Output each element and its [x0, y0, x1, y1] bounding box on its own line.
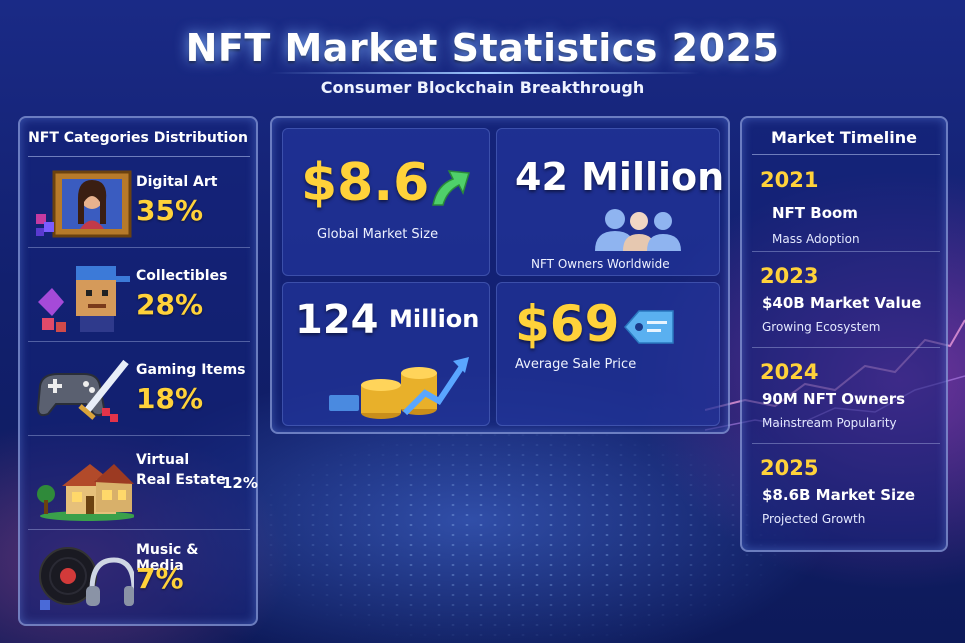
timeline-event: 2025 $8.6B Market Size Projected Growth: [752, 444, 940, 540]
house-icon: [37, 464, 134, 521]
category-gaming-items: Gaming Items 18%: [28, 348, 250, 436]
timeline-event: 2024 90M NFT Owners Mainstream Popularit…: [752, 348, 940, 444]
page-subtitle: Consumer Blockchain Breakthrough: [320, 78, 645, 97]
category-percent: 12%: [222, 474, 258, 492]
transactions-value: 124: [295, 297, 379, 343]
price-tag-icon: [624, 310, 674, 344]
category-music-media: Music & Media 7%: [28, 532, 250, 620]
market-size-value: $8.6: [301, 153, 430, 213]
stats-panel: $8.6 Global Market Size 42 Million NFT O…: [270, 116, 730, 434]
stat-average-price: $69 Average Sale Price: [496, 282, 720, 426]
users-icon: [595, 209, 681, 251]
category-percent: 7%: [136, 562, 184, 595]
category-percent: 18%: [136, 382, 204, 415]
stat-owners: 42 Million NFT Owners Worldwide: [496, 128, 724, 276]
timeline-panel: Market Timeline 2021 NFT Boom Mass Adopt…: [740, 116, 948, 552]
timeline-event: 2023 $40B Market Value Growing Ecosystem: [752, 252, 940, 348]
owners-value: 42 Million: [515, 155, 725, 199]
event-headline: 90M NFT Owners: [762, 390, 906, 408]
category-digital-art: Digital Art 35%: [28, 160, 250, 248]
timeline-title: Market Timeline: [770, 128, 918, 147]
dotted-wave-decoration: [250, 430, 780, 643]
category-label: Digital Art: [136, 174, 218, 190]
category-label: Collectibles: [136, 268, 228, 284]
event-headline: $40B Market Value: [762, 294, 922, 312]
gamepad-sword-icon: [36, 359, 129, 422]
event-headline: NFT Boom: [772, 204, 858, 222]
category-virtual-real-estate: Virtual Real Estate 12%: [28, 442, 258, 530]
category-label: Gaming Items: [136, 362, 246, 378]
event-detail: Mass Adoption: [772, 232, 860, 246]
vinyl-headphones-icon: [39, 547, 134, 610]
timeline-event: 2021 NFT Boom Mass Adoption: [752, 156, 940, 252]
average-price-value: $69: [515, 295, 620, 353]
stat-market-size: $8.6 Global Market Size: [282, 128, 490, 276]
category-collectibles: Collectibles 28%: [28, 254, 250, 342]
page-title: NFT Market Statistics 2025: [185, 26, 780, 70]
event-detail: Projected Growth: [762, 512, 866, 526]
category-label: Virtual: [136, 452, 190, 468]
market-size-caption: Global Market Size: [317, 227, 439, 242]
average-price-caption: Average Sale Price: [515, 357, 637, 372]
category-percent: 35%: [136, 194, 204, 227]
stat-transactions: 124 Million: [282, 282, 490, 426]
categories-panel: NFT Categories Distribution Digital Art …: [18, 116, 258, 626]
event-year: 2023: [760, 264, 819, 288]
owners-caption: NFT Owners Worldwide: [531, 257, 670, 271]
category-percent: 28%: [136, 288, 204, 321]
event-detail: Growing Ecosystem: [762, 320, 881, 334]
category-label: Music & Media: [136, 542, 199, 574]
pixel-avatar-icon: [38, 266, 130, 332]
event-headline: $8.6B Market Size: [762, 486, 916, 504]
title-underline: [270, 72, 700, 74]
coins-chart-icon: [329, 357, 469, 419]
event-year: 2024: [760, 360, 819, 384]
event-year: 2025: [760, 456, 819, 480]
transactions-unit: Million: [389, 305, 480, 333]
divider: [28, 156, 250, 157]
event-detail: Mainstream Popularity: [762, 416, 897, 430]
categories-title: NFT Categories Distribution: [28, 130, 248, 146]
category-label: Real Estate: [136, 472, 226, 488]
up-arrow-icon: [432, 170, 470, 206]
event-year: 2021: [760, 168, 819, 192]
divider: [752, 154, 940, 155]
portrait-frame-icon: [36, 170, 132, 238]
